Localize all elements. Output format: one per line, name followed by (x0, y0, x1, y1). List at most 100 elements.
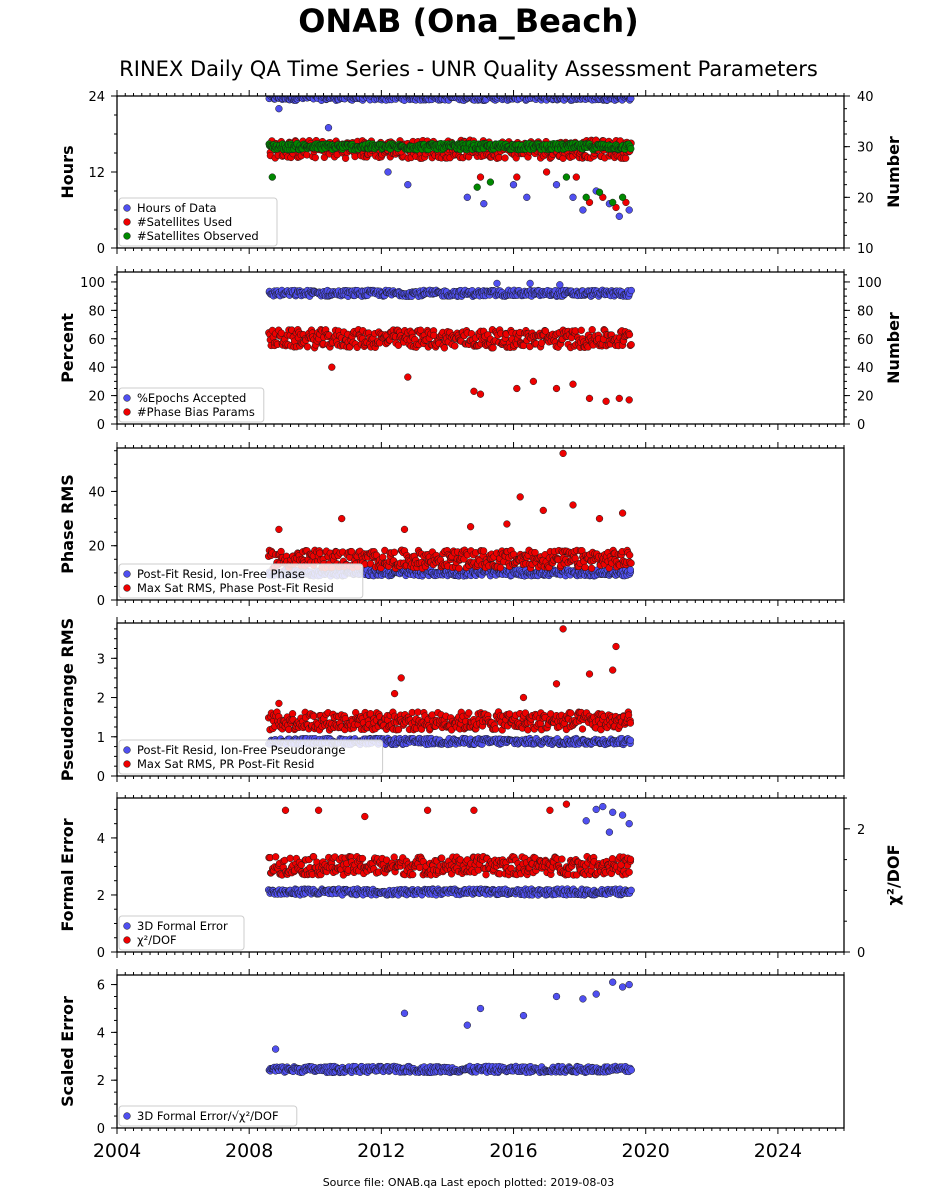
data-point (526, 279, 534, 288)
scatter-points (264, 800, 635, 899)
data-point (622, 198, 630, 207)
data-point (470, 387, 478, 395)
legend-marker (123, 394, 131, 402)
data-point (585, 394, 594, 403)
data-point (615, 394, 623, 403)
data-point (516, 493, 524, 501)
data-point (466, 523, 475, 531)
panel-4: 0 1 2 3 Pseudorange RMS Post-Fit Resid, Ion-F… (58, 617, 845, 785)
data-point (625, 206, 633, 214)
data-point (625, 396, 633, 404)
data-point (513, 173, 521, 181)
data-point (268, 173, 276, 181)
data-point (341, 154, 350, 162)
data-point (400, 525, 409, 534)
data-point (585, 198, 594, 207)
legend: %Epochs Accepted#Phase Bias Params (118, 387, 265, 423)
series--phase-bias-params (265, 326, 635, 405)
y2-tick-label: 20 (857, 191, 874, 206)
series-hours-of-data (265, 96, 635, 220)
data-point (288, 710, 297, 718)
data-point (384, 168, 392, 176)
legend-box (118, 387, 265, 423)
data-point (538, 339, 546, 347)
data-point (476, 173, 485, 181)
y2-tick-label: 60 (857, 333, 874, 348)
data-point (627, 145, 635, 153)
data-point (567, 709, 575, 717)
data-point (569, 501, 577, 509)
data-point (480, 200, 488, 208)
data-point (627, 286, 635, 295)
legend-marker (123, 232, 131, 240)
data-point (465, 709, 473, 717)
legend-marker (123, 218, 131, 226)
y2-tick-label: 20 (857, 390, 874, 405)
panel-3: 0 20 40 Phase RMS Post-Fit Resid, Ion-Free P… (58, 442, 845, 609)
data-point (582, 193, 590, 201)
y-tick-label: 20 (88, 540, 105, 555)
y-axis-label: Phase RMS (58, 474, 77, 574)
data-point (390, 689, 399, 698)
y2-tick-label: 80 (857, 304, 874, 319)
data-point (585, 670, 594, 678)
y-tick-label: 40 (88, 485, 105, 500)
y-tick-label: 24 (88, 90, 105, 105)
panel-2: 0 20 40 60 80 100 Percent 0 20 40 60 80 100 Number %Ep… (58, 266, 903, 433)
data-point (277, 329, 286, 337)
y2-tick-label: 100 (857, 276, 882, 291)
data-point (275, 699, 283, 708)
series-max-sat-rms-pr-post-fit-resid (264, 625, 635, 734)
data-point (440, 344, 449, 352)
data-point (609, 666, 617, 674)
data-point (328, 363, 336, 371)
data-point (529, 377, 538, 386)
legend-marker (123, 584, 131, 592)
data-point (509, 181, 518, 189)
y2-axis-label: Number (884, 312, 903, 384)
data-point (501, 154, 509, 162)
data-point (552, 384, 561, 393)
data-point (491, 725, 500, 733)
data-point (578, 725, 587, 733)
y-axis-label: Pseudorange RMS (58, 618, 77, 781)
y-tick-label: 0 (97, 594, 105, 609)
scatter-points (265, 279, 635, 405)
legend-label: Post-Fit Resid, Ion-Free Phase (137, 567, 305, 581)
data-point (493, 279, 501, 288)
y2-tick-label: 40 (857, 90, 874, 105)
data-point (562, 173, 571, 181)
data-point (627, 96, 635, 103)
scatter-points (264, 625, 635, 749)
y-tick-label: 0 (97, 770, 105, 785)
data-point (303, 343, 312, 351)
legend: Post-Fit Resid, Ion-Free PseudorangeMax … (118, 739, 384, 775)
data-point (618, 193, 627, 201)
data-point (311, 154, 319, 162)
y-tick-label: 100 (80, 276, 105, 291)
data-point (612, 203, 620, 212)
legend-label: #Satellites Used (137, 215, 232, 229)
data-point (559, 449, 567, 458)
legend-label: #Phase Bias Params (137, 405, 255, 419)
data-point (627, 559, 635, 567)
legend-marker (123, 760, 131, 768)
data-point (552, 181, 561, 189)
data-point (559, 625, 567, 633)
page-title: ONAB (Ona_Beach) (298, 2, 639, 40)
data-point (338, 514, 346, 523)
y-tick-label: 3 (97, 652, 105, 667)
series-max-sat-rms-phase-post-fit-resid (264, 449, 635, 573)
data-point (615, 212, 623, 220)
data-point (496, 564, 505, 572)
data-point (626, 719, 635, 727)
data-point (542, 168, 551, 176)
data-point (404, 181, 412, 189)
data-point (569, 380, 577, 388)
scatter-points (265, 96, 635, 220)
data-point (473, 183, 481, 191)
data-point (572, 173, 580, 181)
y-axis-label: Hours (58, 145, 77, 198)
